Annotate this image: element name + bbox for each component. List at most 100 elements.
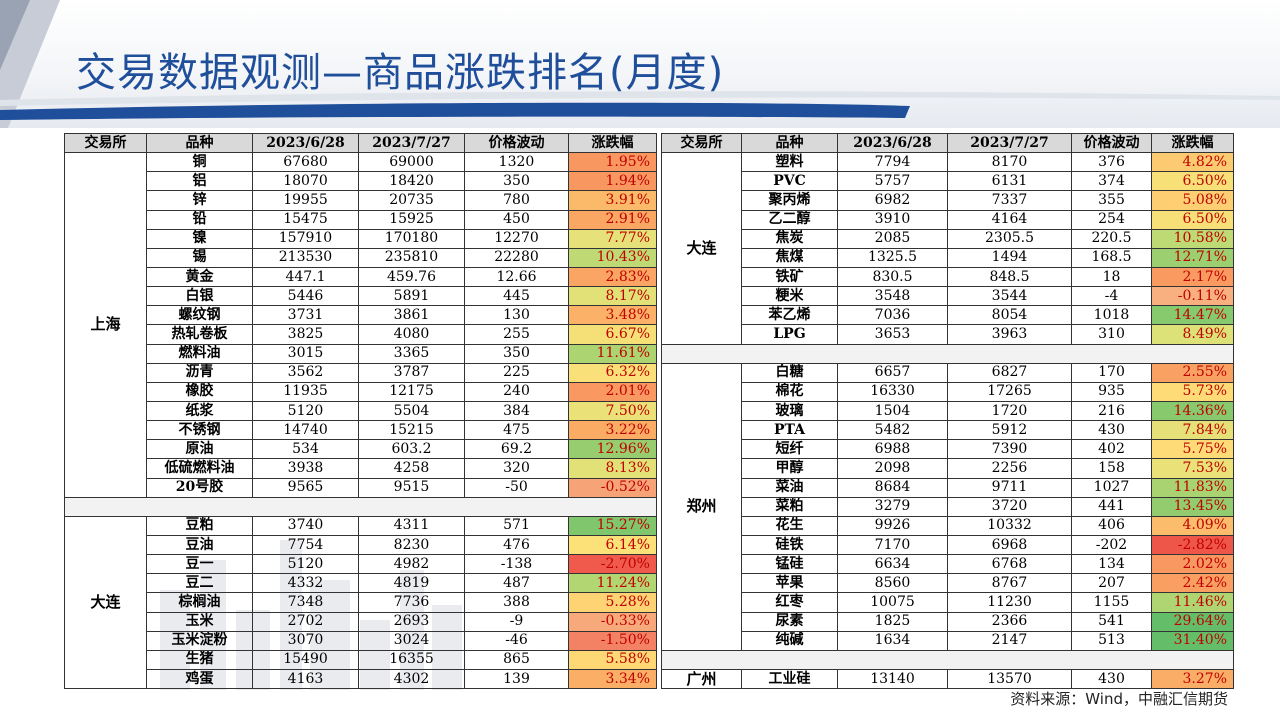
price-end-cell: 2366 — [947, 611, 1072, 632]
change-pct-cell: -0.33% — [568, 611, 657, 632]
commodity-table-right: 交易所 品种 2023/6/28 2023/7/27 价格波动 涨跌幅 大连 塑料… — [661, 132, 1234, 690]
table-header-row: 交易所 品种 2023/6/28 2023/7/27 价格波动 涨跌幅 — [661, 132, 1234, 154]
change-pct-cell: 1.94% — [568, 171, 657, 192]
variety-cell: 玉米 — [146, 611, 253, 632]
price-start-cell: 14740 — [252, 420, 359, 441]
table-row: 不锈钢 14740 15215 475 3.22% — [65, 420, 657, 441]
table-row: 苯乙烯 7036 8054 1018 14.47% — [662, 305, 1234, 326]
change-pct-cell: 2.02% — [1151, 554, 1234, 575]
table-row: 甲醇 2098 2256 158 7.53% — [662, 458, 1234, 479]
price-end-cell: 2305.5 — [947, 228, 1072, 249]
change-pct-cell: 11.24% — [568, 573, 657, 594]
price-change-cell: 134 — [1071, 554, 1152, 575]
price-start-cell: 447.1 — [252, 266, 359, 288]
change-pct-cell: 8.49% — [1151, 324, 1234, 345]
change-pct-cell: 6.14% — [568, 534, 657, 556]
price-change-cell: -202 — [1071, 534, 1152, 556]
header-variety: 品种 — [146, 132, 253, 154]
header-price-change: 价格波动 — [464, 132, 569, 154]
price-change-cell: 571 — [464, 515, 569, 536]
table-row: 螺纹钢 3731 3861 130 3.48% — [65, 305, 657, 326]
variety-cell: 乙二醇 — [741, 209, 838, 230]
price-start-cell: 6982 — [837, 190, 948, 211]
price-start-cell: 5482 — [837, 420, 948, 441]
variety-cell: 铜 — [146, 152, 253, 173]
header-exchange: 交易所 — [661, 132, 742, 154]
variety-cell: 20号胶 — [146, 477, 253, 498]
change-pct-cell: 3.27% — [1151, 668, 1234, 690]
variety-cell: 苯乙烯 — [741, 305, 838, 326]
group-spacer-row — [661, 649, 1234, 670]
variety-cell: 焦炭 — [741, 228, 838, 249]
exchange-cell: 广州 — [661, 668, 742, 690]
price-end-cell: 17265 — [947, 381, 1072, 402]
price-start-cell: 3562 — [252, 362, 359, 383]
table-row: 玉米淀粉 3070 3024 -46 -1.50% — [65, 630, 657, 651]
table-row: 焦煤 1325.5 1494 168.5 12.71% — [662, 247, 1234, 268]
change-pct-cell: 6.50% — [1151, 171, 1234, 192]
price-end-cell: 3861 — [358, 305, 465, 326]
price-change-cell: 168.5 — [1071, 247, 1152, 268]
header-change-pct: 涨跌幅 — [1151, 132, 1234, 154]
table-row: 红枣 10075 11230 1155 11.46% — [662, 592, 1234, 613]
price-start-cell: 1634 — [837, 630, 948, 651]
header-variety: 品种 — [741, 132, 838, 154]
price-start-cell: 13140 — [837, 668, 948, 690]
change-pct-cell: 5.08% — [1151, 190, 1234, 211]
variety-cell: 白银 — [146, 286, 253, 307]
exchange-cell: 大连 — [661, 152, 742, 345]
price-end-cell: 4080 — [358, 324, 465, 345]
price-change-cell: 240 — [464, 381, 569, 402]
table-row: 短纤 6988 7390 402 5.75% — [662, 439, 1234, 460]
variety-cell: 塑料 — [741, 152, 838, 173]
change-pct-cell: 8.13% — [568, 458, 657, 479]
change-pct-cell: 3.22% — [568, 420, 657, 441]
variety-cell: 硅铁 — [741, 534, 838, 556]
price-change-cell: 376 — [1071, 152, 1152, 173]
price-change-cell: 384 — [464, 400, 569, 422]
price-change-cell: 207 — [1071, 573, 1152, 594]
price-change-cell: 935 — [1071, 381, 1152, 402]
change-pct-cell: 7.50% — [568, 400, 657, 422]
price-start-cell: 5120 — [252, 554, 359, 575]
variety-cell: 红枣 — [741, 592, 838, 613]
group-spacer-row — [661, 343, 1234, 364]
change-pct-cell: 11.83% — [1151, 477, 1234, 498]
variety-cell: 粳米 — [741, 286, 838, 307]
exchange-cell: 大连 — [64, 515, 147, 690]
table-row: 原油 534 603.2 69.2 12.96% — [65, 439, 657, 460]
price-end-cell: 2256 — [947, 458, 1072, 479]
price-change-cell: 541 — [1071, 611, 1152, 632]
price-start-cell: 16330 — [837, 381, 948, 402]
header-price-change: 价格波动 — [1071, 132, 1152, 154]
price-start-cell: 5757 — [837, 171, 948, 192]
variety-cell: 锰硅 — [741, 554, 838, 575]
price-start-cell: 1825 — [837, 611, 948, 632]
price-end-cell: 7337 — [947, 190, 1072, 211]
price-start-cell: 6988 — [837, 439, 948, 460]
price-end-cell: 4982 — [358, 554, 465, 575]
price-start-cell: 7170 — [837, 534, 948, 556]
table-row: 玻璃 1504 1720 216 14.36% — [662, 400, 1234, 422]
price-change-cell: 388 — [464, 592, 569, 613]
price-end-cell: 6131 — [947, 171, 1072, 192]
variety-cell: 豆粕 — [146, 515, 253, 536]
price-start-cell: 9926 — [837, 515, 948, 536]
price-change-cell: 12.66 — [464, 266, 569, 288]
price-end-cell: 4819 — [358, 573, 465, 594]
table-row: 锡 213530 235810 22280 10.43% — [65, 247, 657, 268]
change-pct-cell: 31.40% — [1151, 630, 1234, 651]
price-end-cell: 20735 — [358, 190, 465, 211]
price-start-cell: 2085 — [837, 228, 948, 249]
price-start-cell: 67680 — [252, 152, 359, 173]
table-row: 硅铁 7170 6968 -202 -2.82% — [662, 534, 1234, 556]
price-end-cell: 6968 — [947, 534, 1072, 556]
price-change-cell: 22280 — [464, 247, 569, 268]
change-pct-cell: 6.67% — [568, 324, 657, 345]
table-row: 白银 5446 5891 445 8.17% — [65, 286, 657, 307]
table-row: 锰硅 6634 6768 134 2.02% — [662, 554, 1234, 575]
price-change-cell: -138 — [464, 554, 569, 575]
change-pct-cell: 5.75% — [1151, 439, 1234, 460]
table-row: 纯碱 1634 2147 513 31.40% — [662, 630, 1234, 651]
price-change-cell: 69.2 — [464, 439, 569, 460]
